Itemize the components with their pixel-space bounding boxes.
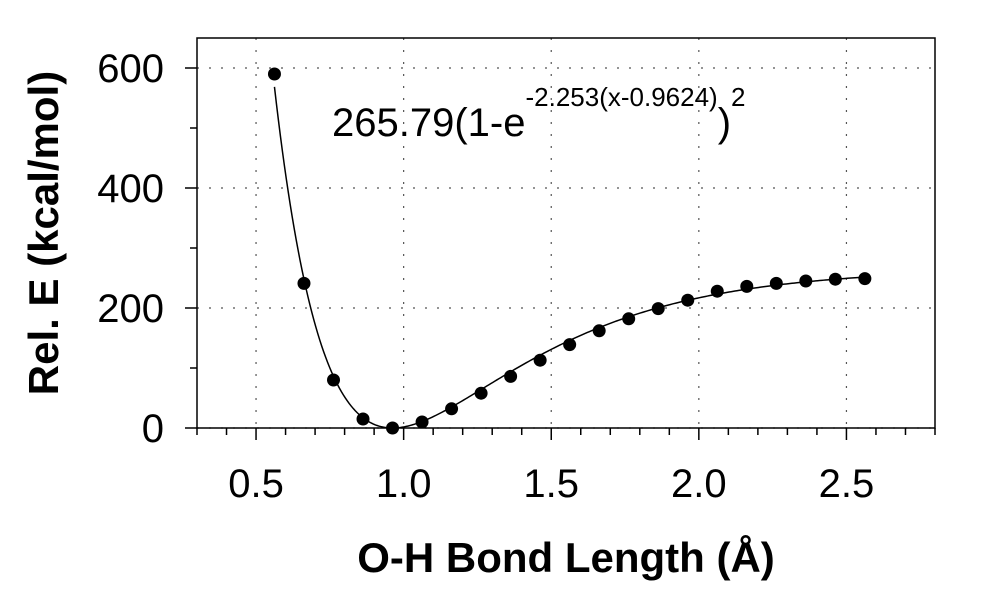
x-tick-label: 2.5 [819, 462, 875, 506]
data-point [799, 274, 813, 288]
data-point [297, 276, 311, 290]
data-point [327, 373, 341, 387]
data-point [858, 272, 872, 286]
data-point [592, 324, 606, 338]
data-point [474, 386, 488, 400]
x-axis-label: O-H Bond Length (Å) [357, 534, 775, 581]
fit-equation-power: 2 [731, 82, 745, 112]
x-tick-label: 1.5 [523, 462, 579, 506]
y-tick-label: 400 [97, 167, 164, 211]
fit-equation-main: 265.79(1-e [332, 101, 525, 145]
grid [197, 38, 935, 429]
data-point [563, 338, 577, 352]
x-tick-label: 2.0 [671, 462, 727, 506]
plot-frame [196, 37, 936, 429]
data-point [710, 284, 724, 298]
data-point [504, 369, 518, 383]
y-tick-label: 600 [97, 47, 164, 91]
data-point [533, 353, 547, 367]
y-tick-label: 0 [142, 407, 164, 451]
x-tick-label: 1.0 [376, 462, 432, 506]
x-tick-label: 0.5 [228, 462, 284, 506]
data-point [622, 312, 636, 326]
data-points [267, 67, 872, 435]
y-tick-label: 200 [97, 287, 164, 331]
data-point [769, 276, 783, 290]
y-axis: 0 200 400 600 [97, 47, 197, 451]
fit-equation-close: ) [718, 101, 731, 145]
data-point [828, 272, 842, 286]
y-axis-label: Rel. E (kcal/mol) [20, 71, 67, 395]
data-point [740, 279, 754, 293]
data-point [267, 67, 281, 81]
x-axis: 0.5 1.0 1.5 2.0 2.5 [196, 428, 936, 506]
fit-equation: 265.79(1-e-2.253(x-0.9624))2 [332, 82, 746, 145]
data-point [651, 302, 665, 316]
fit-equation-exponent: -2.253(x-0.9624) [525, 82, 717, 112]
data-point [386, 421, 400, 435]
data-point [445, 402, 459, 416]
data-point [681, 293, 695, 307]
data-point [415, 415, 429, 429]
data-point [356, 412, 370, 426]
